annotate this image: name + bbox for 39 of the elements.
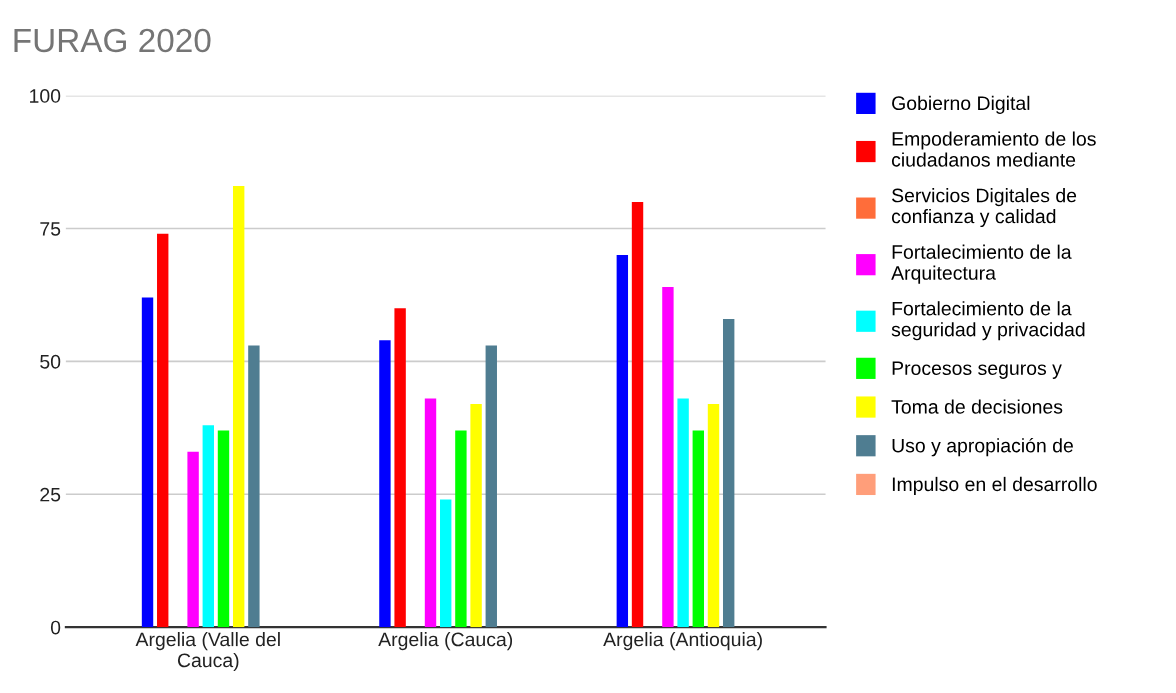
bar bbox=[455, 430, 467, 628]
bar bbox=[379, 340, 391, 628]
legend-label: Uso y apropiación de bbox=[892, 437, 1073, 457]
y-tick-label: 75 bbox=[40, 222, 61, 236]
legend-label: Fortalecimiento de la seguridad y privacidad bbox=[891, 301, 1085, 341]
bar bbox=[662, 286, 674, 628]
bar bbox=[394, 308, 406, 628]
bar bbox=[707, 403, 720, 628]
y-tick-label: 25 bbox=[40, 487, 61, 502]
x-tick-label: Argelia (Valle del Cauca) bbox=[135, 632, 280, 672]
bar bbox=[424, 398, 437, 628]
legend-label: Gobierno Digital bbox=[892, 95, 1030, 114]
legend-label: Toma de decisiones bbox=[891, 399, 1063, 414]
bar bbox=[722, 318, 735, 628]
bar bbox=[248, 345, 260, 628]
y-tick-label: 0 bbox=[50, 620, 61, 635]
legend-label: Impulso en el desarrollo bbox=[892, 476, 1097, 495]
bar bbox=[440, 499, 452, 628]
bar bbox=[187, 451, 199, 628]
bar bbox=[202, 425, 214, 628]
legend-label: Empoderamiento de los ciudadanos mediante bbox=[891, 131, 1096, 167]
bar bbox=[677, 398, 689, 628]
bar bbox=[217, 430, 230, 628]
bar bbox=[470, 403, 482, 628]
bar bbox=[616, 255, 629, 628]
bar bbox=[485, 345, 497, 628]
y-tick-label: 100 bbox=[30, 89, 61, 103]
bar bbox=[631, 201, 644, 628]
bar bbox=[141, 297, 154, 628]
bar bbox=[232, 185, 245, 628]
legend-label: Servicios Digitales de confianza y calidad bbox=[891, 188, 1077, 228]
legend-label: Fortalecimiento de la Arquitectura bbox=[891, 244, 1072, 284]
bar bbox=[692, 430, 704, 628]
chart-title: FURAG 2020 bbox=[14, 28, 211, 53]
x-tick-label: Argelia (Cauca) bbox=[378, 632, 513, 651]
x-tick-label: Argelia (Antioquia) bbox=[603, 632, 762, 651]
y-tick-label: 50 bbox=[40, 354, 61, 369]
legend-label: Procesos seguros y bbox=[892, 361, 1062, 379]
bar bbox=[157, 233, 169, 628]
